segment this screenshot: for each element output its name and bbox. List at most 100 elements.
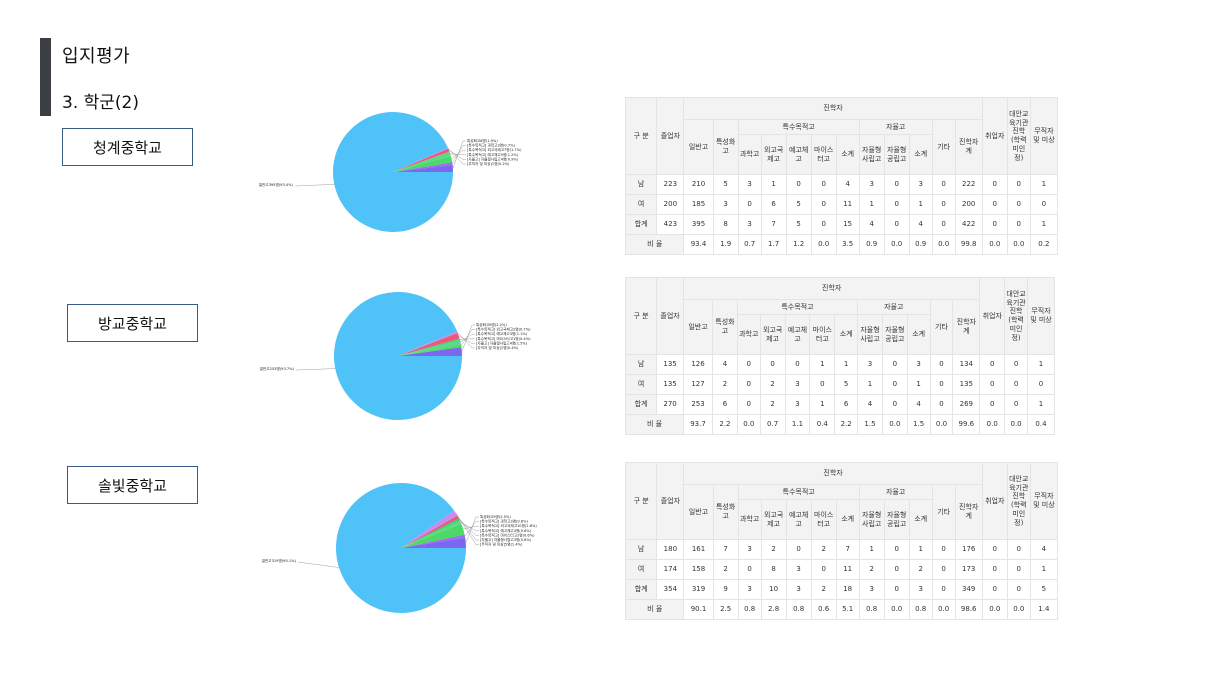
pie-slice (401, 518, 460, 548)
table-cell: 0 (981, 194, 1008, 215)
table-cell: 6 (834, 394, 859, 415)
table-cell: 1.4 (1029, 599, 1059, 620)
table-cell: 1.1 (784, 414, 811, 435)
table-cell: 0.4 (809, 414, 836, 435)
table-cell: 0 (810, 194, 837, 215)
table-cell: 0 (1006, 539, 1031, 560)
table-cell: 1.5 (906, 414, 931, 435)
row-label: 남 (624, 174, 658, 195)
table-cell: 0.4 (1026, 414, 1056, 435)
table-cell: 0 (883, 559, 910, 580)
pie-data-label: 일반고253명(93.7%) (260, 366, 295, 371)
table-cell: 98.6 (954, 599, 983, 620)
row-label: 합계 (624, 394, 658, 415)
table-cell: 0 (1006, 214, 1031, 235)
table-cell: 9 (712, 579, 739, 600)
pie-data-label: [특수목적고] 외고국제고10명(2.8%) (480, 523, 537, 528)
table-cell: 3 (785, 559, 812, 580)
table-cell: 0 (810, 174, 837, 195)
table-cell: 210 (683, 174, 714, 195)
stats-table: 구 분 졸업자 진학자 취업자 대안교육기관진학(학력미인정) 무직자 및 미상 일반고 특성… (624, 462, 1059, 620)
pie-leader-line (461, 324, 475, 352)
table-cell: 0.0 (979, 414, 1006, 435)
table-cell: 1 (906, 374, 931, 395)
table-cell: 10 (760, 579, 787, 600)
table-cell: 0 (784, 354, 811, 375)
table-cell: 253 (683, 394, 714, 415)
table-cell: 0 (1004, 374, 1028, 395)
header-science: 과학고 (737, 134, 762, 175)
table-cell: 185 (683, 194, 714, 215)
table-cell: 354 (656, 579, 685, 600)
table-cell: 0.0 (981, 599, 1008, 620)
pie-slice (401, 523, 465, 548)
table-cell: 3 (908, 579, 933, 600)
table-cell: 1 (809, 394, 836, 415)
header-special-purpose: 특수목적고 (736, 299, 859, 315)
pie-slice (401, 510, 458, 548)
table-cell: 18 (835, 579, 860, 600)
pie-slice (333, 111, 453, 232)
table-cell: 0 (931, 194, 956, 215)
table-cell: 161 (683, 539, 714, 560)
table-cell: 0 (981, 579, 1008, 600)
table-cell: 0 (931, 539, 956, 560)
table-cell: 1 (1026, 354, 1056, 375)
header-advanced: 진학자 (683, 97, 983, 120)
table-cell: 2 (712, 559, 739, 580)
table-cell: 0 (1006, 579, 1031, 600)
header-autonomous: 자율고 (858, 119, 933, 135)
pie-leader-line (464, 521, 479, 537)
header-adv-total: 진학자계 (954, 119, 983, 175)
pie-slice (401, 520, 462, 548)
pie-data-label: [자율고] 자율형사립고4명(1.5%) (476, 340, 528, 345)
table-cell: 5 (1029, 579, 1059, 600)
table-cell: 0 (929, 354, 954, 375)
table-cell: 5 (712, 174, 739, 195)
table-cell: 173 (954, 559, 983, 580)
table-cell: 0 (1029, 194, 1059, 215)
table-cell: 1 (834, 354, 859, 375)
table-cell: 3 (737, 174, 762, 195)
table-cell: 93.4 (683, 234, 714, 255)
pie-data-label: 특성화고9명(2.5%) (480, 514, 511, 519)
table-cell: 0 (931, 559, 956, 580)
table-cell: 0.8 (858, 599, 885, 620)
stats-table-solbit: 구 분 졸업자 진학자 취업자 대안교육기관진학(학력미인정) 무직자 및 미상 일반고 특성… (624, 462, 1059, 620)
table-cell: 0 (737, 194, 762, 215)
header-subtotal: 소계 (908, 499, 933, 540)
table-cell: 3.5 (835, 234, 860, 255)
pie-leader-line (459, 519, 479, 536)
table-cell: 0 (810, 559, 837, 580)
pie-data-label: 특성화고8명(1.9%) (467, 138, 498, 143)
pie-leader-line (297, 561, 340, 568)
table-cell: 2 (759, 374, 786, 395)
pie-data-label: [특수목적고] 마이스터고1명(0.4%) (476, 336, 531, 341)
pie-leader-line (455, 513, 479, 545)
header-auto-private: 자율형사립고 (857, 314, 883, 355)
pie-slice (398, 347, 462, 356)
header-no-job: 무직자 및 미상 (1029, 462, 1059, 540)
pie-slice (393, 162, 453, 172)
stats-table: 구 분 졸업자 진학자 취업자 대안교육기관진학(학력미인정) 무직자 및 미상 일반고 특성… (624, 97, 1059, 255)
table-cell: 2 (908, 559, 933, 580)
table-row: 남 135 126 4 0 0 0 1 1 3 0 3 0 134 0 0 1 (624, 354, 1056, 375)
table-cell: 0.0 (931, 234, 956, 255)
table-cell: 349 (954, 579, 983, 600)
header-special-purpose: 특수목적고 (737, 484, 860, 500)
pie-slice (401, 515, 459, 548)
table-cell: 1.5 (857, 414, 883, 435)
table-cell: 2.5 (712, 599, 739, 620)
header-auto-private: 자율형사립고 (858, 134, 885, 175)
header-arts: 예고체고 (785, 499, 812, 540)
row-label: 여 (624, 559, 658, 580)
table-cell: 3 (737, 214, 762, 235)
row-label: 합계 (624, 579, 658, 600)
pie-slice (398, 340, 461, 356)
table-cell: 4 (908, 214, 933, 235)
table-row: 여 174 158 2 0 8 3 0 11 2 0 2 0 173 0 0 1 (624, 559, 1059, 580)
table-cell: 0 (881, 374, 908, 395)
header-arts: 예고체고 (785, 134, 812, 175)
table-cell: 2 (760, 539, 787, 560)
table-cell: 422 (954, 214, 983, 235)
